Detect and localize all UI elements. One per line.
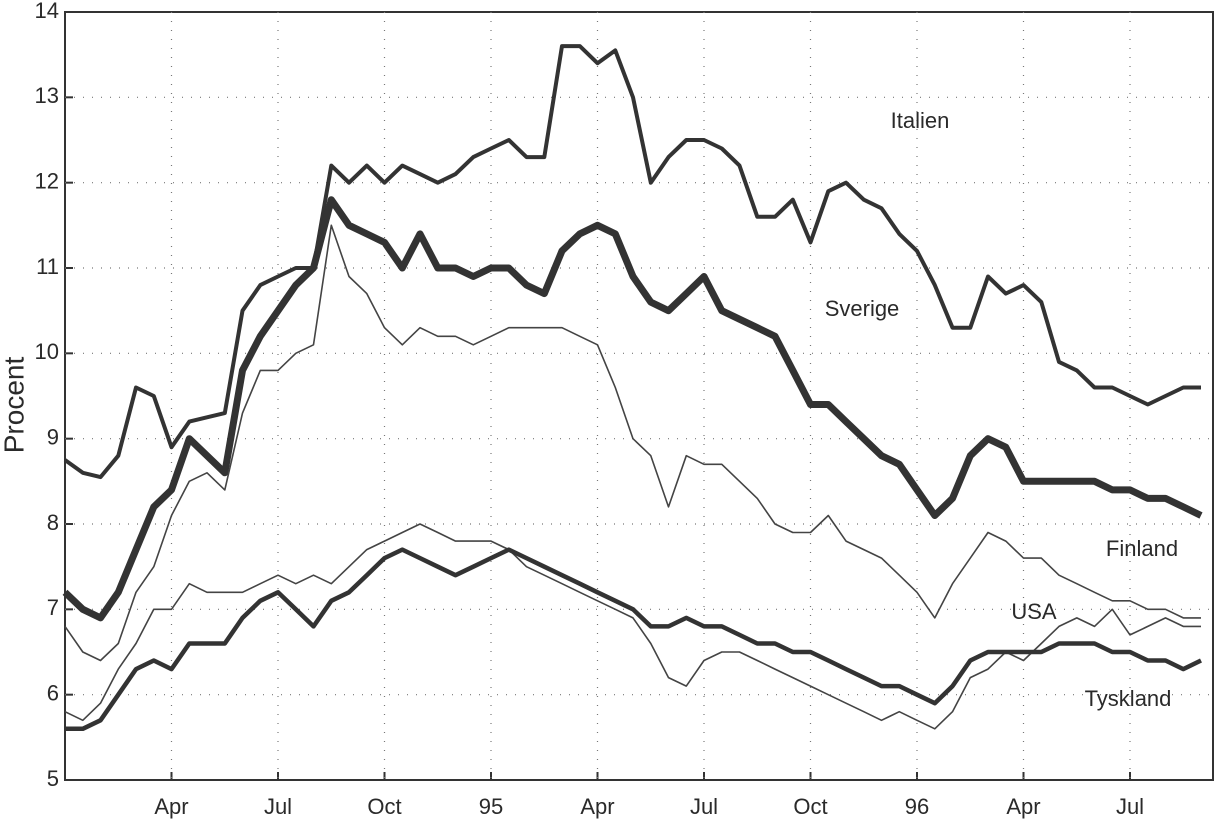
y-axis-label: Procent [0,357,29,454]
series-label: Sverige [825,296,900,321]
y-tick-label: 14 [35,0,59,23]
x-tick-label: 95 [479,794,503,819]
series-line [62,196,1203,622]
series-line [65,547,1202,732]
x-tick-label: 96 [905,794,929,819]
x-tick-label: Jul [690,794,718,819]
x-tick-label: Apr [580,794,614,819]
series-line [64,224,1201,662]
x-tick-label: Apr [1006,794,1040,819]
x-tick-label: Jul [264,794,292,819]
x-tick-label: Apr [154,794,188,819]
x-tick-label: Jul [1116,794,1144,819]
series-line [63,44,1201,480]
series-label: USA [1011,599,1057,624]
series-label: Tyskland [1085,686,1172,711]
series-label: Finland [1106,536,1178,561]
plot-frame [64,11,1214,781]
series-label: Italien [891,108,950,133]
y-tick-label: 6 [47,680,59,705]
y-tick-label: 5 [47,766,59,791]
x-tick-label: Oct [793,794,827,819]
y-tick-label: 8 [47,510,59,535]
y-tick-label: 10 [35,339,59,364]
y-tick-label: 13 [35,83,59,108]
y-tick-label: 7 [47,595,59,620]
y-tick-label: 12 [35,168,59,193]
x-tick-label: Oct [367,794,401,819]
series-line [64,523,1201,730]
y-tick-label: 11 [36,254,59,279]
y-tick-label: 9 [47,424,59,449]
